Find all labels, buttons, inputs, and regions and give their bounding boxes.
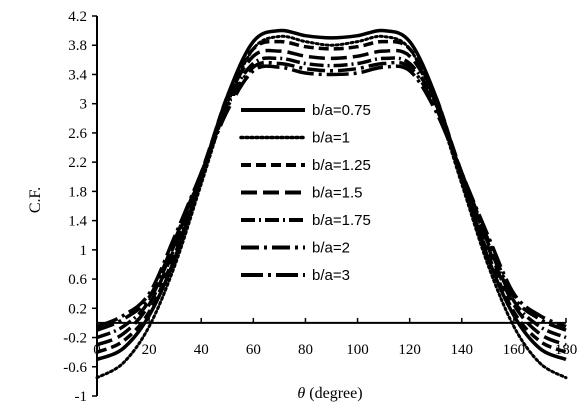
x-tick-label: 60 (246, 342, 261, 358)
y-tick-label: 1.8 (68, 184, 87, 200)
y-tick-label: 4.2 (68, 9, 87, 25)
x-tick-label: 180 (555, 342, 578, 358)
axes (96, 16, 566, 396)
x-tick-label: 0 (93, 342, 101, 358)
y-tick-label: 3 (80, 97, 88, 113)
y-tick-label: 3.8 (68, 38, 87, 54)
x-tick-label: 20 (142, 342, 157, 358)
series-lines (95, 28, 568, 380)
legend-label-2: b/a=1 (312, 130, 350, 147)
legend-background (232, 96, 392, 294)
x-tick-label: 100 (346, 342, 369, 358)
legend-label-5: b/a=1.75 (312, 212, 371, 229)
legend-label-3: b/a=1.25 (312, 157, 371, 174)
series-line-2 (95, 34, 568, 380)
y-axis-title: C.F. (27, 187, 44, 213)
x-tick-label: 40 (194, 342, 209, 358)
legend-label-4: b/a=1.5 (312, 185, 362, 202)
x-tick-label: 80 (298, 342, 313, 358)
y-tick-label: 1 (80, 243, 88, 259)
series-line-7 (96, 64, 567, 329)
y-tick-label: 2.6 (68, 126, 87, 142)
x-tick-label: 160 (503, 342, 526, 358)
x-axis-title-symbol: θ (297, 385, 305, 402)
x-axis-title-text: (degree) (305, 385, 362, 402)
y-tick-label: 1.4 (68, 214, 87, 230)
y-tick-label: 2.2 (68, 155, 87, 171)
legend-label-1: b/a=0.75 (312, 102, 371, 119)
x-axis-title: θ (degree) (297, 385, 362, 402)
x-tick-label: 140 (451, 342, 474, 358)
x-ticks: 0 20 40 60 80 100 120 140 160 180 (93, 317, 578, 358)
y-tick-label: -0.2 (63, 331, 87, 347)
y-tick-label: -1 (75, 389, 88, 405)
y-tick-label: 3.4 (68, 67, 87, 83)
legend-label-7: b/a=3 (312, 267, 350, 284)
y-tick-label: 0.2 (68, 301, 87, 317)
y-tick-label: 0.6 (68, 272, 87, 288)
legend-label-6: b/a=2 (312, 240, 350, 257)
y-tick-label: -0.6 (63, 360, 87, 376)
x-tick-label: 120 (398, 342, 421, 358)
legend: b/a=0.75 b/a=1 b/a=1.25 b/a=1.5 b/a=1.75 b/a=… (232, 96, 392, 294)
y-ticks: -1 -0.6 -0.2 0.2 0.6 1 1.4 1.8 2.2 2.6 3 3.4 3.8 4.2 (63, 9, 97, 405)
series-line-5 (96, 56, 567, 340)
